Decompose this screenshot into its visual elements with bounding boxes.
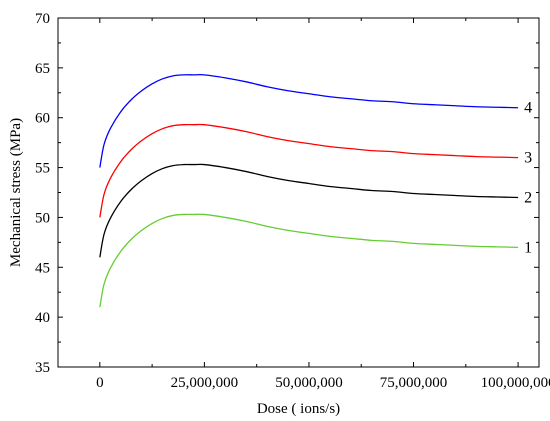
- y-axis-title: Mechanical stress (MPa): [8, 118, 24, 267]
- y-tick-label: 40: [35, 310, 50, 326]
- plot-frame: [57, 17, 540, 368]
- x-tick-label: 100,000,000: [481, 375, 550, 391]
- x-axis-title: Dose ( ions/s): [257, 401, 340, 417]
- x-tick-label: 50,000,000: [275, 375, 343, 391]
- x-tick-label: 0: [96, 375, 104, 391]
- series-group: [99, 73, 519, 308]
- series-labels: 1 2 3 4: [524, 100, 532, 257]
- x-tick-label: 75,000,000: [380, 375, 448, 391]
- y-tick-label: 35: [35, 360, 50, 376]
- y-tick-label: 60: [35, 111, 50, 127]
- series-label-2: 2: [524, 189, 532, 206]
- y-tick-label: 65: [35, 61, 50, 77]
- y-tick-label: 45: [35, 260, 50, 276]
- y-axis: 35 40 45 50 55 60 65 70: [35, 11, 539, 376]
- series-line-3: [99, 123, 519, 218]
- x-axis: 0 25,000,000 50,000,000 75,000,000 100,000,0…: [96, 18, 550, 391]
- series-line-4: [99, 73, 519, 168]
- series-label-4: 4: [524, 100, 532, 117]
- series-label-3: 3: [524, 150, 532, 167]
- series-line-1: [99, 213, 519, 308]
- x-tick-label: 25,000,000: [171, 375, 239, 391]
- series-label-1: 1: [524, 239, 532, 256]
- y-tick-label: 55: [35, 161, 50, 177]
- y-tick-label: 50: [35, 210, 50, 226]
- series-line-2: [99, 163, 519, 258]
- y-tick-label: 70: [35, 11, 50, 27]
